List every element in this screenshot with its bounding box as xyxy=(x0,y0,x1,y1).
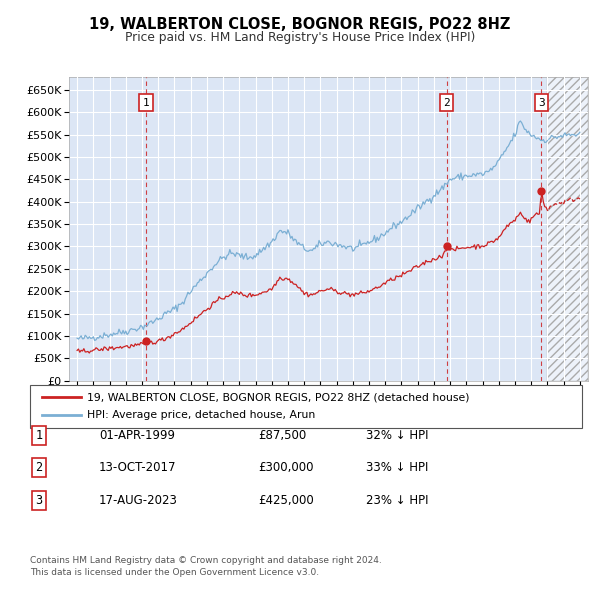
Text: Price paid vs. HM Land Registry's House Price Index (HPI): Price paid vs. HM Land Registry's House … xyxy=(125,31,475,44)
Text: £300,000: £300,000 xyxy=(258,461,314,474)
Text: 19, WALBERTON CLOSE, BOGNOR REGIS, PO22 8HZ (detached house): 19, WALBERTON CLOSE, BOGNOR REGIS, PO22 … xyxy=(87,392,470,402)
Text: Contains HM Land Registry data © Crown copyright and database right 2024.
This d: Contains HM Land Registry data © Crown c… xyxy=(30,556,382,577)
Text: £87,500: £87,500 xyxy=(258,429,306,442)
Text: 32% ↓ HPI: 32% ↓ HPI xyxy=(366,429,428,442)
Text: £425,000: £425,000 xyxy=(258,494,314,507)
Text: 13-OCT-2017: 13-OCT-2017 xyxy=(99,461,176,474)
Text: 33% ↓ HPI: 33% ↓ HPI xyxy=(366,461,428,474)
Text: 23% ↓ HPI: 23% ↓ HPI xyxy=(366,494,428,507)
Text: 17-AUG-2023: 17-AUG-2023 xyxy=(99,494,178,507)
Text: 01-APR-1999: 01-APR-1999 xyxy=(99,429,175,442)
Text: 3: 3 xyxy=(538,97,545,107)
Text: HPI: Average price, detached house, Arun: HPI: Average price, detached house, Arun xyxy=(87,410,315,419)
Text: 1: 1 xyxy=(35,429,43,442)
Text: 19, WALBERTON CLOSE, BOGNOR REGIS, PO22 8HZ: 19, WALBERTON CLOSE, BOGNOR REGIS, PO22 … xyxy=(89,17,511,31)
Text: 2: 2 xyxy=(443,97,450,107)
Text: 3: 3 xyxy=(35,494,43,507)
Text: 2: 2 xyxy=(35,461,43,474)
Text: 1: 1 xyxy=(143,97,149,107)
